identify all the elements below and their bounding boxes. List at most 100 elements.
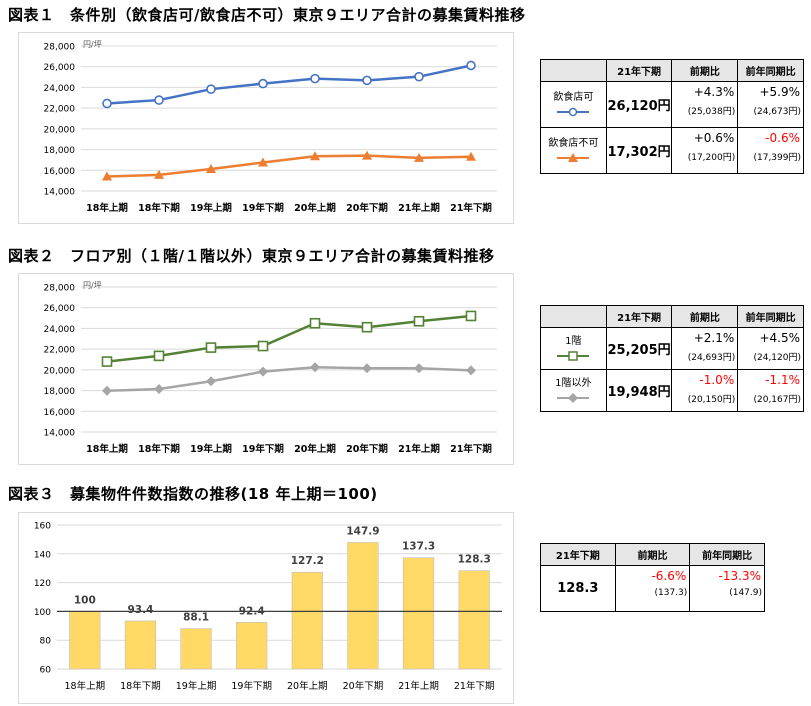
table1-cond-cell: 飲食店不可 [540,127,607,174]
data-label: 93.4 [127,604,153,616]
data-point [206,376,216,387]
x-tick-label: 21年上期 [398,443,440,455]
data-point [258,157,268,167]
table1-row2-qoq: +0.6% [693,131,735,145]
chart2-title: 図表２ フロア別（１階/１階以外）東京９エリア合計の募集賃料推移 [8,247,495,265]
table2-row2-yoy-cell: -1.1% (20,167円) [737,369,804,412]
table2-row1-name: 1階 [565,336,582,347]
data-point [206,164,216,174]
data-point [101,356,113,367]
data-point [362,150,372,160]
table2-row-1f: 1階 25,205円 +2.1% (24,693円) +4.5% (24,120… [540,327,804,370]
data-point [258,366,268,377]
table2-row2-qoq: -1.0% [699,373,735,387]
table2-row1-value: 25,205円 [605,327,673,370]
table1-row2-yoy-ref: (17,399円) [753,153,801,163]
table2-row2-yoy-ref: (20,167円) [753,395,801,405]
table2-row1-qoq-cell: +2.1% (24,693円) [671,327,739,370]
y-tick-label: 26,000 [44,304,76,314]
table1-row2-yoy: -0.6% [765,131,800,145]
table3-yoy: -13.3% [718,569,761,583]
y-tick-label: 80 [40,637,52,647]
x-tick-label: 18年下期 [120,680,161,692]
chart3-title: 図表３ 募集物件件数指数の推移(18 年上期＝100) [8,485,378,503]
y-tick-label: 16,000 [44,167,76,177]
y-unit-label: 円/坪 [83,281,102,290]
table1-row1-qoq-cell: +4.3% (25,038円) [671,81,739,128]
x-tick-label: 19年下期 [242,202,284,214]
y-unit-label: 円/坪 [83,40,102,49]
series-line [106,154,472,178]
table3-header-period: 21年下期 [540,543,616,566]
data-point [466,60,476,71]
y-tick-label: 22,000 [44,346,76,356]
chart3-frame: 60 80 100 120 140 160 100 93.4 88.1 92.4 127.2 147.… [18,512,514,704]
table1-row2-qoq-cell: +0.6% (17,200円) [671,127,739,174]
x-tick-label: 18年下期 [138,202,180,214]
data-point [361,321,373,333]
bar [69,611,101,670]
table3-header-yoy: 前年同期比 [689,543,765,566]
data-label: 128.3 [458,554,491,566]
x-tick-label: 21年下期 [450,202,492,214]
table2-row2-qoq-cell: -1.0% (20,150円) [671,369,739,412]
table2-cond-cell: 1階以外 [540,369,607,412]
data-label: 147.9 [346,525,379,537]
table1-row2-name: 飲食店不可 [548,138,599,149]
table2-header-period: 21年下期 [605,305,673,328]
x-tick-label: 18年上期 [86,202,128,214]
x-tick-label: 20年上期 [287,680,328,692]
data-point [102,385,112,396]
table2: 21年下期 前期比 前年同期比 1階 25,205円 +2.1% (24,693… [540,305,804,412]
series-line [106,314,472,363]
data-point [154,384,164,395]
data-point [465,310,477,322]
table2-row2-qoq-ref: (20,150円) [687,395,736,405]
y-tick-label: 120 [34,579,51,589]
data-point [154,95,164,105]
bar [458,570,490,670]
table1-row1-yoy-cell: +5.9% (24,673円) [737,81,804,128]
x-tick-label: 19年上期 [176,680,217,692]
table2-row1-qoq: +2.1% [693,331,735,345]
table2-row1-yoy: +4.5% [759,331,800,345]
y-tick-label: 28,000 [44,43,76,53]
x-tick-label: 20年上期 [294,443,336,455]
x-tick-label: 21年下期 [454,680,495,692]
table1-row2-value: 17,302円 [605,127,673,174]
table1: 21年下期 前期比 前年同期比 飲食店可 26,120円 +4.3% (25,0… [540,59,804,174]
x-tick-label: 19年下期 [231,680,272,692]
y-tick-label: 100 [34,608,51,618]
table1-row1-name: 飲食店可 [553,92,594,103]
x-tick-label: 20年上期 [294,202,336,214]
table2-row-other-floors: 1階以外 19,948円 -1.0% (20,150円) -1.1% (20,1… [540,369,804,412]
table1-row1-yoy-ref: (24,673円) [753,107,801,117]
table2-row2-yoy: -1.1% [765,373,800,387]
data-label: 88.1 [183,612,209,624]
data-point [258,78,268,89]
table3-qoq: -6.6% [651,569,687,583]
x-tick-label: 20年下期 [343,680,384,692]
table2-row1-yoy-cell: +4.5% (24,120円) [737,327,804,370]
y-tick-label: 26,000 [44,63,76,73]
bar [236,622,268,670]
table1-cond-cell: 飲食店可 [540,81,607,128]
table3-yoy-ref: (147.9) [729,588,762,598]
table3-qoq-cell: -6.6% (137.3) [614,565,691,612]
data-point [310,362,320,373]
y-tick-label: 140 [34,550,51,560]
x-tick-label: 21年上期 [398,202,440,214]
bar [180,628,212,670]
y-tick-label: 28,000 [44,284,76,294]
table2-header-empty [540,305,607,328]
table3: 21年下期 前期比 前年同期比 128.3 -6.6% (137.3) -13.… [540,543,765,612]
rent-by-condition-line-chart: 14,000 16,000 18,000 20,000 22,000 24,000 26,0… [44,40,497,214]
data-point [206,84,216,94]
data-point [414,71,424,82]
table3-header-qoq: 前期比 [614,543,691,566]
table2-cond-cell: 1階 [540,327,607,370]
y-tick-label: 20,000 [44,366,76,376]
table3-value: 128.3 [540,565,616,612]
chart2-frame: 14,000 16,000 18,000 20,000 22,000 24,000 26,0… [18,273,514,465]
chart1-title: 図表１ 条件別（飲食店可/飲食店不可）東京９エリア合計の募集賃料推移 [8,6,526,24]
